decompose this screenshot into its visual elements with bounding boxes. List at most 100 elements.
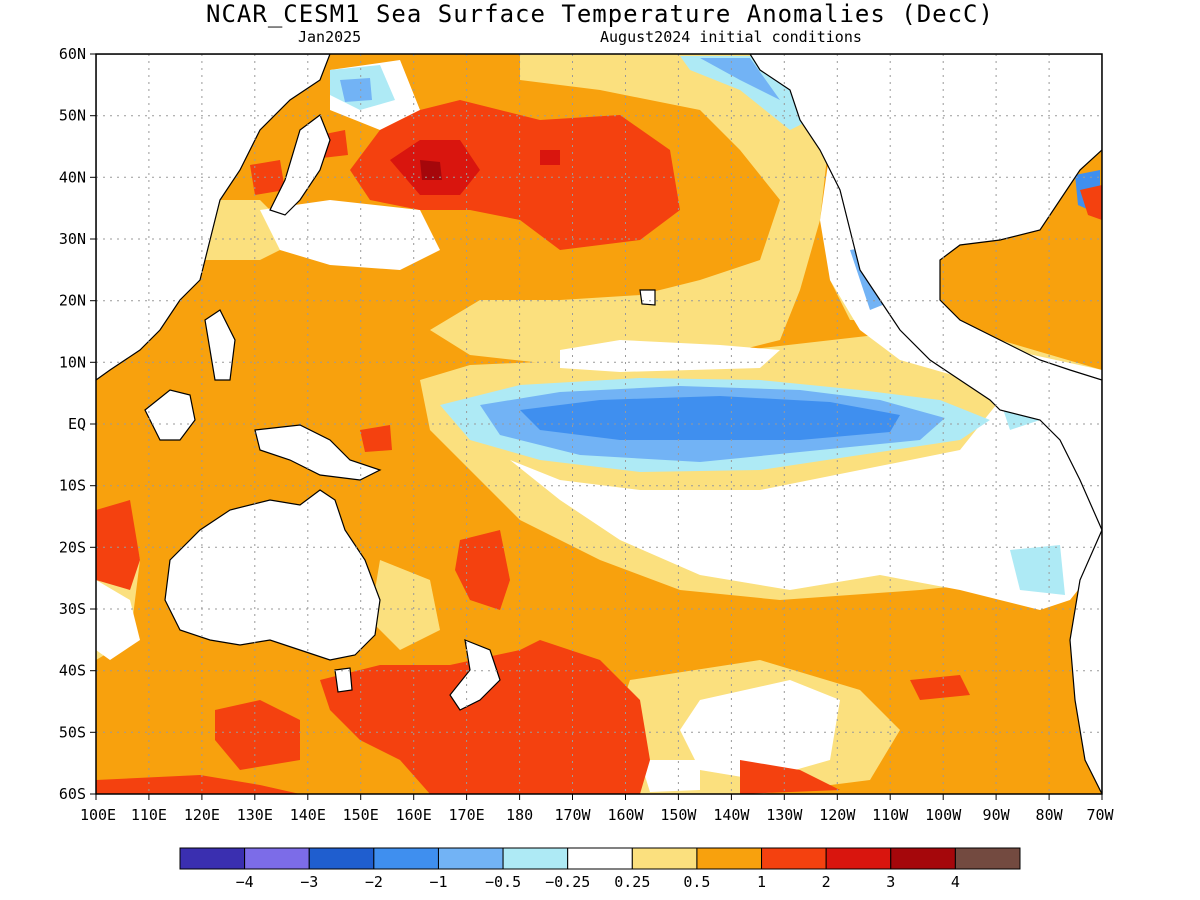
field-tasman-yellow <box>370 560 440 650</box>
colorbar-swatch <box>244 847 310 870</box>
lon-label: 90W <box>983 806 1011 824</box>
lat-label: 50N <box>59 107 86 125</box>
latitude-labels: 60N 50N 40N 30N 20N 10N EQ 10S 20S 30S 4… <box>59 45 86 803</box>
new-zealand-land <box>449 639 501 711</box>
lat-label: 20N <box>59 292 86 310</box>
lon-label: 100E <box>80 806 116 824</box>
lon-label: 170W <box>554 806 591 824</box>
colorbar-label: −4 <box>236 873 254 891</box>
japan-land <box>269 114 331 216</box>
lon-label: 160E <box>396 806 432 824</box>
tasmania-land <box>334 667 353 693</box>
lon-label: 120E <box>184 806 220 824</box>
field-yellowsea-red <box>250 160 285 195</box>
field-southern-red-2 <box>740 760 840 794</box>
lat-label: EQ <box>68 415 86 433</box>
colorbar-swatch <box>761 847 827 870</box>
field-white-10n <box>560 340 780 372</box>
field-png-red <box>360 425 392 452</box>
lon-label: 160W <box>607 806 644 824</box>
lon-label: 150E <box>343 806 379 824</box>
americas-land <box>749 54 1102 531</box>
colorbar-label: 1 <box>757 873 766 891</box>
colorbar-swatch <box>437 847 504 870</box>
field-southern-red <box>96 775 300 794</box>
lon-label: 180 <box>506 806 533 824</box>
lat-label: 40S <box>59 662 86 680</box>
philippines-land <box>204 309 236 381</box>
field-nepac-yellow <box>430 54 830 365</box>
colorbar-label: 0.25 <box>614 873 650 891</box>
land-masses <box>96 54 1102 794</box>
australia-land <box>164 489 381 661</box>
colorbar-swatch <box>631 847 698 870</box>
colorbar-swatch <box>502 847 569 870</box>
field-south-white-2 <box>640 760 700 792</box>
colorbar-swatch <box>696 847 763 870</box>
field-south-white <box>680 680 840 780</box>
field-alaska-blue-2 <box>700 58 780 100</box>
colorbar-label: 2 <box>822 873 831 891</box>
field-kuroshio-dark-2 <box>540 150 560 165</box>
field-epac-white <box>510 110 1102 610</box>
field-sepac-red <box>910 675 970 700</box>
colorbar-label: −1 <box>429 873 447 891</box>
colorbar-label: 0.5 <box>683 873 710 891</box>
lon-label: 70W <box>1086 806 1114 824</box>
lat-label: 50S <box>59 723 86 741</box>
colorbar-label: −3 <box>300 873 318 891</box>
colorbar-label: −0.25 <box>545 873 590 891</box>
lon-label: 120W <box>819 806 856 824</box>
field-indian-red <box>96 500 140 590</box>
lat-label: 30N <box>59 230 86 248</box>
colorbar-swatch <box>308 847 375 870</box>
longitude-labels: 100E 110E 120E 130E 140E 150E 160E 170E … <box>80 806 1115 824</box>
lat-label: 40N <box>59 168 86 186</box>
axis-ticks <box>90 53 1103 800</box>
lon-label: 100W <box>925 806 962 824</box>
forecast-month: Jan2025 <box>298 28 362 46</box>
borneo-land <box>144 389 196 441</box>
asia-land <box>96 54 331 381</box>
lat-label: 60S <box>59 785 86 803</box>
south-america-land <box>1069 529 1102 794</box>
lon-label: 130W <box>766 806 803 824</box>
colorbar-swatch <box>179 847 246 870</box>
field-fiji-red <box>455 530 510 610</box>
lat-label: 20S <box>59 538 86 556</box>
colorbar-swatch <box>567 847 633 870</box>
colorbar-label: 3 <box>886 873 895 891</box>
field-kuroshio-red <box>350 100 680 250</box>
map-title: NCAR_CESM1 Sea Surface Temperature Anoma… <box>206 0 994 28</box>
colorbar-swatch <box>954 847 1021 870</box>
lon-label: 110E <box>131 806 167 824</box>
graticule <box>96 54 1102 794</box>
hawaii-land <box>639 289 656 306</box>
colorbar-label: 4 <box>951 873 960 891</box>
field-okhotsk-blue-2 <box>340 78 372 102</box>
colorbar-label: −2 <box>365 873 383 891</box>
colorbar-swatch <box>890 847 956 870</box>
lon-label: 110W <box>872 806 909 824</box>
initial-conditions: August2024 initial conditions <box>600 28 862 46</box>
lon-label: 130E <box>237 806 273 824</box>
lon-label: 140E <box>290 806 326 824</box>
lat-label: 10S <box>59 477 86 495</box>
lat-label: 30S <box>59 600 86 618</box>
colorbar-swatch <box>825 847 892 870</box>
lon-label: 170E <box>449 806 485 824</box>
field-sw-red <box>215 700 300 770</box>
lon-label: 140W <box>713 806 750 824</box>
new-guinea-land <box>254 424 382 481</box>
field-south-red <box>320 640 650 794</box>
field-kuroshio-peak <box>420 160 442 180</box>
field-gulfstream-red <box>1080 185 1102 220</box>
field-kuroshio-white <box>260 200 440 270</box>
lat-label: 10N <box>59 353 86 371</box>
lat-label: 60N <box>59 45 86 63</box>
field-chile-blue <box>1010 545 1065 595</box>
field-indian-white <box>96 580 140 660</box>
colorbar-swatch <box>373 847 439 870</box>
field-coldtongue-1 <box>520 396 900 440</box>
colorbar: −4 −3 −2 −1 −0.5 −0.25 0.25 0.5 1 2 3 4 <box>179 847 1021 891</box>
